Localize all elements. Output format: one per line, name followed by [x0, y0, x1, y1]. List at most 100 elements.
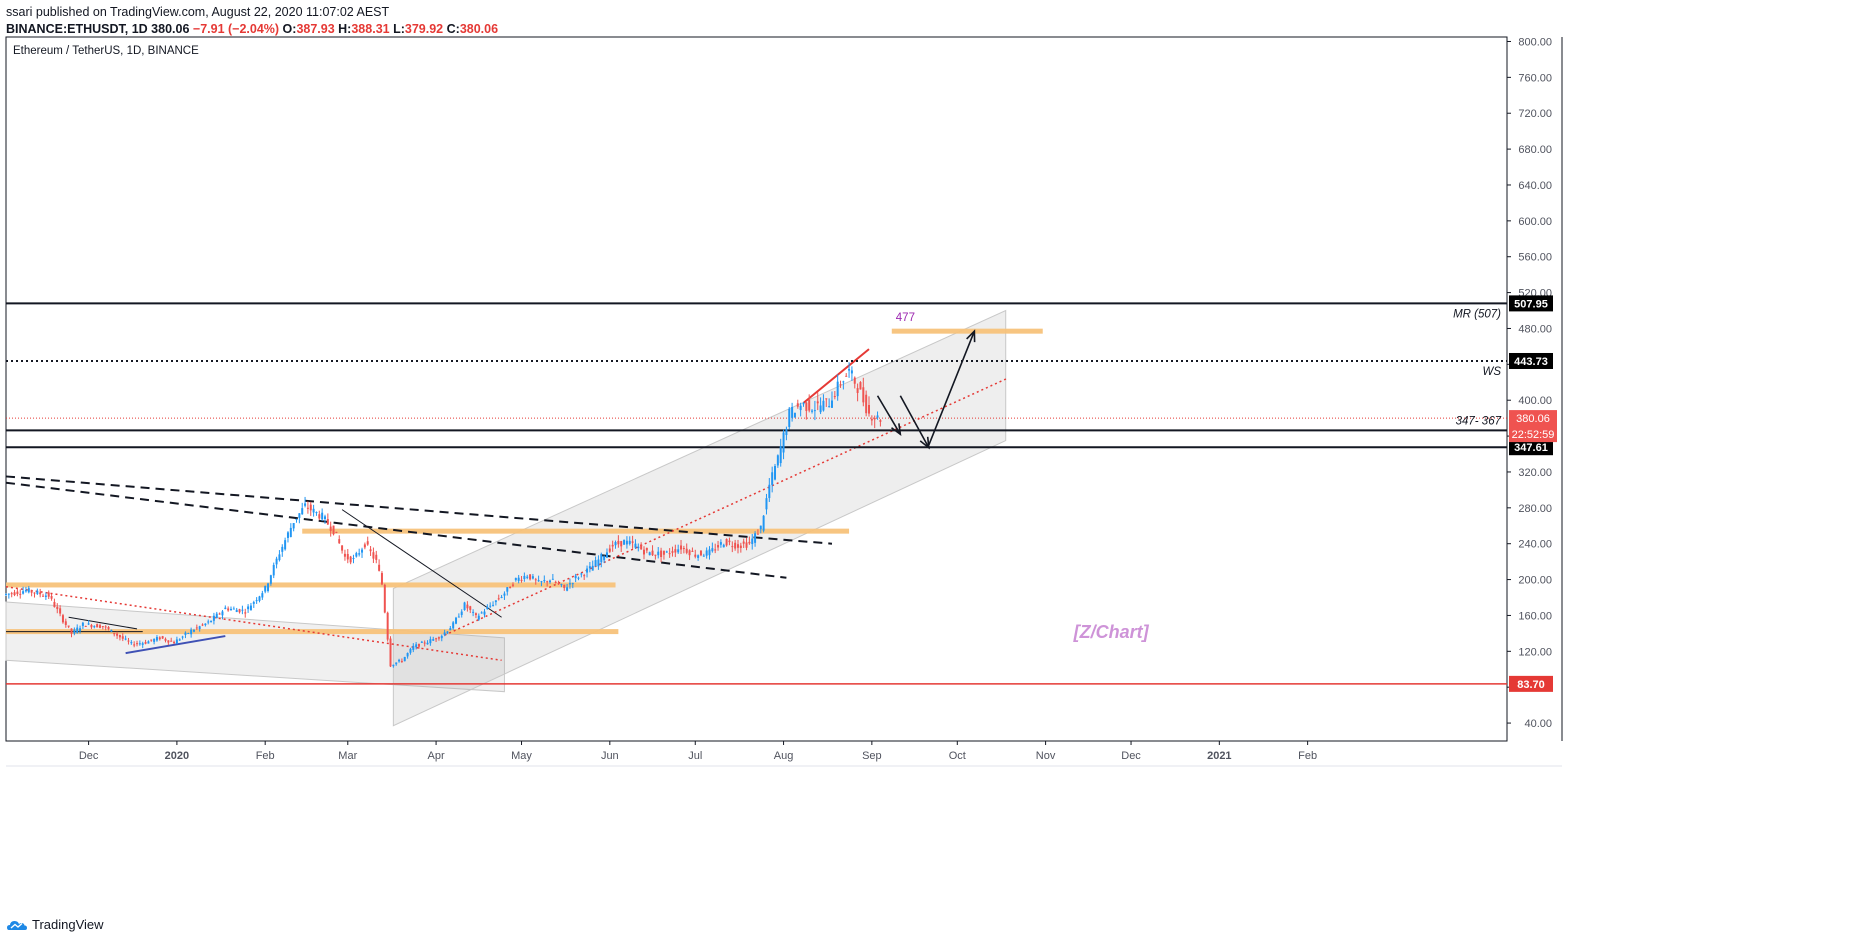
- candle-body: [7, 593, 10, 595]
- candle-body: [771, 472, 774, 485]
- candle-body: [850, 370, 853, 374]
- candle-body: [728, 540, 731, 543]
- candle-body: [680, 545, 683, 550]
- x-tick-label: May: [511, 750, 532, 762]
- candle-body: [110, 629, 113, 632]
- candle-body: [349, 556, 352, 563]
- candle-body: [719, 542, 722, 545]
- candle-body: [654, 554, 657, 556]
- candle-body: [631, 541, 634, 543]
- projection-arrow-2-head: [919, 436, 930, 450]
- y-tick-label: 40.00: [1524, 718, 1552, 730]
- tradingview-footer[interactable]: TradingView: [6, 917, 104, 932]
- candle-body: [486, 607, 489, 610]
- annotation-zone: 347- 367: [1456, 415, 1502, 427]
- dashed-trendline-lower: [5, 481, 787, 579]
- y-tick-label: 480.00: [1518, 323, 1552, 335]
- candle-body: [27, 588, 30, 593]
- candle-body: [392, 664, 395, 667]
- candle-body: [275, 558, 278, 565]
- descending-channel: [5, 601, 505, 693]
- candle-body: [426, 642, 429, 645]
- y-tick-label: 400.00: [1518, 395, 1552, 407]
- candle-body: [101, 626, 104, 628]
- orange-zone: [302, 528, 850, 534]
- candle-body: [540, 581, 543, 583]
- open-label: O:: [282, 22, 297, 36]
- candle-body: [59, 608, 62, 614]
- candle-body: [586, 568, 589, 573]
- candle-body: [73, 629, 76, 634]
- projection-arrow-2: [899, 395, 930, 449]
- y-tick-label: 160.00: [1518, 610, 1552, 622]
- candle-body: [284, 540, 287, 550]
- candle-body: [175, 639, 178, 644]
- candle-body: [409, 648, 412, 653]
- candle-body: [247, 606, 250, 610]
- chart-title: Ethereum / TetherUS, 1D, BINANCE: [13, 45, 199, 57]
- symbol-label: BINANCE:ETHUSDT, 1D: [6, 22, 148, 36]
- candle-body: [238, 609, 241, 613]
- candle-body: [682, 548, 685, 550]
- candle-body: [403, 656, 406, 662]
- candle-body: [22, 591, 25, 594]
- level-price-label-bg: [1509, 352, 1553, 369]
- candle-body: [665, 551, 668, 553]
- candle-body: [144, 642, 147, 644]
- candle-body: [298, 513, 301, 518]
- candle-body: [398, 659, 401, 662]
- candle-body: [383, 584, 386, 613]
- candle-body: [81, 622, 84, 626]
- candle-body: [195, 627, 198, 629]
- candle-body: [776, 455, 779, 466]
- candle-body: [566, 587, 569, 591]
- candle-body: [640, 544, 643, 550]
- candle-body: [39, 592, 42, 595]
- candle-body: [583, 575, 586, 577]
- candle-body: [343, 553, 346, 557]
- candle-body: [819, 405, 822, 413]
- candle-body: [184, 632, 187, 635]
- candle-body: [836, 381, 839, 397]
- candle-body: [207, 621, 210, 623]
- candle-body: [24, 590, 27, 592]
- candle-body: [603, 556, 606, 561]
- candle-body: [605, 552, 608, 558]
- candle-body: [215, 613, 218, 619]
- candle-body: [617, 540, 620, 545]
- candle-body: [751, 538, 754, 545]
- candle-body: [230, 608, 233, 611]
- candle-body: [355, 553, 358, 557]
- candle-body: [845, 375, 848, 377]
- level-price-label: 507.95: [1514, 298, 1548, 310]
- red-dotted-down: [5, 586, 502, 662]
- plot-frame: [5, 36, 1508, 742]
- candle-body: [212, 615, 215, 621]
- candle-body: [70, 628, 73, 634]
- candle-body: [395, 662, 398, 665]
- x-tick-label: Jun: [601, 750, 619, 762]
- y-tick-label: 120.00: [1518, 646, 1552, 658]
- candle-body: [232, 608, 235, 610]
- candle-body: [785, 428, 788, 436]
- candle-body: [272, 564, 275, 576]
- publisher-name[interactable]: ssari: [6, 5, 33, 19]
- candle-body: [107, 627, 110, 630]
- candle-body: [304, 503, 307, 506]
- orange-zone: [6, 629, 619, 635]
- candle-body: [580, 573, 583, 575]
- low-value: 379.92: [404, 22, 444, 36]
- candle-body: [423, 642, 426, 644]
- x-tick-label: Apr: [428, 750, 445, 762]
- level-price-label: 347.61: [1514, 442, 1548, 454]
- candle-body: [782, 432, 785, 453]
- candle-body: [255, 600, 258, 602]
- candle-body: [697, 555, 700, 558]
- watermark: [Z/Chart]: [1073, 622, 1150, 642]
- x-tick-label: Aug: [774, 750, 794, 762]
- candle-body: [574, 575, 577, 579]
- candle-body: [118, 635, 121, 638]
- candle-body: [415, 644, 418, 648]
- candle-body: [332, 525, 335, 535]
